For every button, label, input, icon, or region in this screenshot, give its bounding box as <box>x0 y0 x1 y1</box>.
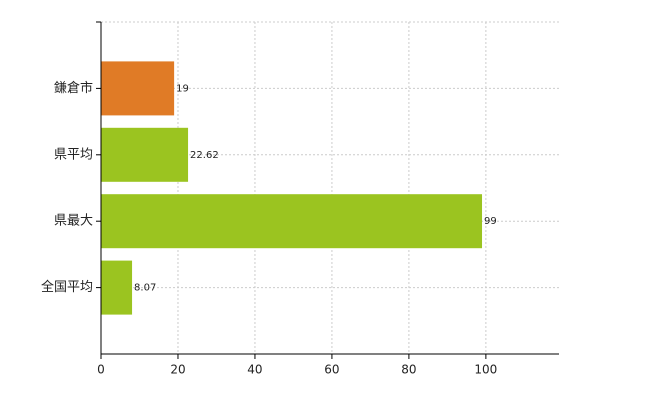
y-tick-label: 鎌倉市 <box>54 80 93 96</box>
x-tick-label: 60 <box>324 363 339 377</box>
bar <box>101 194 483 249</box>
y-tick-label: 全国平均 <box>41 279 93 295</box>
x-tick-label: 0 <box>97 363 105 377</box>
y-tick-label: 県最大 <box>54 214 93 229</box>
value-label: 8.07 <box>134 283 156 294</box>
x-tick-label: 100 <box>474 363 497 377</box>
bar <box>101 61 175 116</box>
y-tick-label: 県平均 <box>54 147 93 162</box>
x-tick-label: 80 <box>401 363 416 377</box>
value-label: 99 <box>484 216 497 227</box>
value-label: 19 <box>176 83 189 94</box>
x-tick-label: 40 <box>247 363 262 377</box>
bar <box>101 127 189 182</box>
x-tick-label: 20 <box>170 363 185 377</box>
value-label: 22.62 <box>190 150 219 161</box>
bar <box>101 260 133 315</box>
